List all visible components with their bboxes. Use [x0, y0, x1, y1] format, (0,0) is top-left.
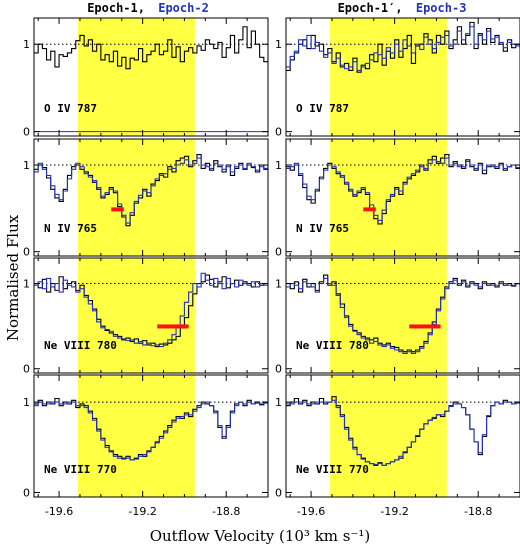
series-epoch-compare: [286, 399, 520, 466]
series-group: [34, 272, 268, 348]
series-epoch1: [286, 396, 520, 466]
panel-frame: [33, 17, 269, 137]
y-tick-label: 1: [275, 396, 282, 409]
series-epoch1: [286, 274, 520, 353]
y-tick-label: 0: [23, 246, 30, 259]
y-tick-label: 1: [23, 38, 30, 51]
y-tick-label: 0: [23, 126, 30, 139]
shaded-region: [329, 139, 447, 256]
series-group: [286, 274, 520, 354]
y-tick-label: 0: [23, 486, 30, 499]
panel-2-1: Ne VIII 780 0 1: [275, 257, 520, 376]
y-tick-label: 0: [275, 363, 282, 376]
x-tick-label: -18.8: [212, 505, 240, 518]
series-epoch-compare: [286, 277, 520, 354]
series-epoch-compare: [34, 401, 268, 461]
panel-frame: [285, 374, 520, 498]
panel-2-0: Ne VIII 780 0 1: [23, 257, 269, 376]
panel-3-1: Ne VIII 770 0 1 -19.6 -19.2 -18.8: [275, 374, 520, 518]
header-right-epoch3: Epoch-3: [416, 1, 467, 15]
series-group: [286, 396, 520, 466]
panel-frame: [33, 257, 269, 374]
x-tick-label: -18.8: [464, 505, 492, 518]
y-tick-label: 1: [275, 38, 282, 51]
x-axis-label: Outflow Velocity (10³ km s⁻¹): [150, 527, 371, 545]
ion-label: N IV 765: [44, 222, 97, 235]
y-tick-label: 1: [275, 159, 282, 172]
y-tick-label: 0: [275, 486, 282, 499]
series-group: [286, 154, 520, 225]
shaded-region: [77, 258, 195, 373]
x-tick-label: -19.2: [380, 505, 408, 518]
ion-label: Ne VIII 770: [296, 463, 369, 476]
y-tick-label: 1: [23, 278, 30, 291]
y-tick-label: 0: [275, 246, 282, 259]
header-left-epoch2: Epoch-2: [158, 1, 209, 15]
panel-frame: [33, 374, 269, 498]
x-tick-label: -19.2: [128, 505, 156, 518]
panel-3-0: Ne VIII 770 0 1 -19.6 -19.2 -18.8: [23, 374, 269, 518]
shaded-region: [77, 18, 195, 136]
velocity-bar: [409, 324, 441, 329]
panel-frame: [285, 257, 520, 374]
panel-1-0: N IV 765 0 1: [23, 138, 269, 259]
velocity-bar: [111, 207, 124, 212]
shaded-region: [329, 375, 447, 497]
panel-0-0: O IV 787 0 1: [23, 17, 269, 139]
panels: O IV 787 0 1 O IV 787 0 1 N IV 765 0 1 N IV 765 0 1…: [23, 17, 520, 518]
y-axis-label: Normalised Flux: [4, 214, 22, 341]
series-group: [34, 26, 268, 133]
series-group: [286, 21, 520, 73]
series-epoch-compare: [34, 272, 268, 348]
shaded-region: [329, 258, 447, 373]
ion-label: N IV 765: [296, 222, 349, 235]
header-left-epoch1: Epoch-1,: [87, 1, 145, 15]
shaded-region: [329, 18, 447, 136]
y-tick-label: 1: [23, 396, 30, 409]
panel-frame: [285, 138, 520, 257]
y-tick-label: 0: [275, 126, 282, 139]
series-group: [34, 154, 268, 227]
panel-frame: [33, 138, 269, 257]
x-tick-label: -19.6: [297, 505, 325, 518]
series-epoch1: [286, 21, 520, 73]
velocity-bar: [157, 324, 189, 329]
ion-label: O IV 787: [44, 102, 97, 115]
shaded-region: [77, 375, 195, 497]
ion-label: Ne VIII 780: [296, 339, 369, 352]
panel-frame: [285, 17, 520, 137]
figure-header: Epoch-1, Epoch-2 Epoch-1′, Epoch-3: [87, 1, 466, 15]
velocity-bar: [363, 207, 376, 212]
ion-label: Ne VIII 780: [44, 339, 117, 352]
header-right-epoch1p: Epoch-1′,: [338, 1, 403, 15]
y-tick-label: 0: [23, 363, 30, 376]
series-epoch1: [34, 26, 268, 70]
shaded-region: [77, 139, 195, 256]
header-left: Epoch-1, Epoch-2: [87, 1, 209, 15]
series-epoch-compare: [34, 157, 268, 224]
series-epoch-compare: [286, 157, 520, 222]
series-epoch1: [34, 154, 268, 227]
x-tick-label: -19.6: [45, 505, 73, 518]
ion-label: O IV 787: [296, 102, 349, 115]
panel-0-1: O IV 787 0 1: [275, 17, 520, 139]
series-epoch-compare: [286, 26, 520, 71]
y-tick-label: 1: [275, 278, 282, 291]
panel-1-1: N IV 765 0 1: [275, 138, 520, 259]
series-epoch1: [286, 154, 520, 225]
series-group: [34, 397, 268, 461]
ion-label: Ne VIII 770: [44, 463, 117, 476]
y-tick-label: 1: [23, 159, 30, 172]
header-right: Epoch-1′, Epoch-3: [338, 1, 467, 15]
